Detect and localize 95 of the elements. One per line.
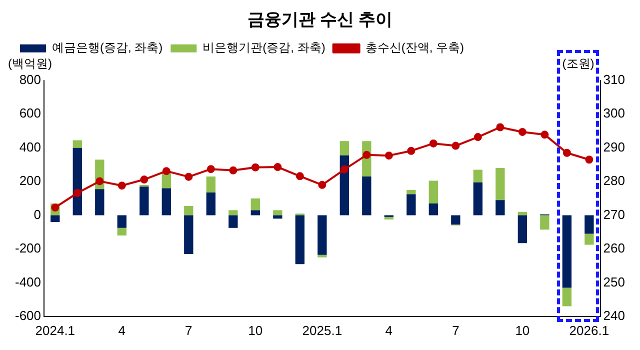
point	[496, 123, 504, 132]
x-tick-label: 2024.1	[35, 322, 76, 338]
legend-label: 총수신(잔액, 우축)	[365, 40, 464, 55]
y2-axis-title: (조원)	[562, 56, 594, 71]
point	[206, 165, 215, 174]
bar	[451, 215, 460, 225]
bar	[340, 141, 350, 156]
y2-tick-label: 240	[603, 308, 626, 323]
point	[474, 133, 482, 142]
x-tick-label: 7	[185, 322, 192, 338]
point	[73, 189, 82, 198]
bar	[50, 215, 60, 222]
point	[162, 167, 170, 176]
bar	[184, 215, 194, 254]
y-tick-label: 0	[34, 206, 42, 222]
point	[96, 177, 104, 186]
y-tick-label: 200	[19, 173, 42, 188]
bar	[184, 206, 194, 216]
y-tick-label: 600	[19, 106, 42, 121]
y-tick-label: -200	[14, 240, 42, 256]
point	[318, 180, 326, 189]
bar	[428, 180, 438, 204]
x-tick-label: 10	[248, 322, 263, 338]
point	[118, 182, 126, 190]
point	[562, 148, 571, 157]
point	[184, 172, 193, 181]
bar	[295, 215, 305, 264]
point	[384, 152, 393, 160]
point	[362, 150, 371, 159]
bar	[428, 203, 438, 216]
bar	[318, 215, 327, 255]
point	[585, 156, 594, 164]
bar	[206, 192, 216, 216]
point	[140, 176, 148, 184]
chart-title: 금융기관 수신 추이	[247, 10, 393, 29]
bar	[384, 216, 394, 220]
y-tick-label: -600	[14, 308, 42, 323]
bar	[250, 198, 260, 210]
bar	[95, 189, 104, 216]
bar	[518, 215, 528, 244]
bar	[518, 212, 528, 216]
y2-tick-label: 270	[603, 206, 626, 222]
bar	[473, 182, 483, 216]
bar	[162, 188, 171, 216]
bar	[140, 186, 149, 216]
point	[340, 165, 348, 174]
x-tick-label: 2026.1	[569, 322, 610, 338]
bar	[584, 215, 594, 234]
x-tick-label: 7	[452, 322, 460, 338]
y2-tick-label: 250	[603, 274, 626, 290]
bar	[584, 234, 594, 245]
legend-label: 비은행기관(증감, 좌축)	[202, 40, 326, 55]
point	[407, 146, 416, 155]
bar	[228, 210, 238, 216]
bar	[250, 210, 260, 216]
y2-tick-label: 300	[603, 106, 626, 121]
y-tick-label: 800	[19, 72, 42, 87]
bar	[473, 170, 483, 182]
bar	[540, 215, 550, 230]
bar	[362, 176, 372, 216]
point	[452, 142, 460, 150]
x-tick-label: 10	[515, 322, 530, 338]
x-tick-label: 4	[385, 322, 393, 338]
point	[540, 130, 549, 139]
legend-label: 예금은행(증감, 좌축)	[52, 40, 163, 55]
x-tick-label: 4	[118, 322, 126, 338]
bar	[273, 215, 282, 219]
y2-tick-label: 290	[603, 139, 626, 154]
bar	[562, 288, 572, 306]
y-tick-label: -400	[14, 274, 42, 290]
bar	[406, 190, 416, 194]
bar	[273, 210, 282, 216]
point	[429, 139, 438, 148]
y2-tick-label: 280	[603, 173, 626, 188]
bar	[72, 148, 82, 216]
point	[251, 163, 260, 172]
bar	[496, 200, 505, 216]
bar	[117, 215, 126, 228]
point	[274, 163, 282, 172]
bar	[562, 215, 572, 288]
y-tick-label: 400	[19, 139, 42, 154]
point	[296, 172, 304, 180]
bar	[72, 140, 82, 148]
x-tick-label: 2025.1	[302, 322, 342, 338]
bar	[206, 176, 216, 192]
bar	[406, 194, 416, 216]
y2-tick-label: 310	[603, 72, 626, 87]
bar	[318, 254, 327, 258]
y-axis-title: (백억원)	[8, 56, 52, 71]
y2-tick-label: 260	[603, 240, 626, 256]
bar	[228, 215, 238, 228]
bar	[117, 228, 126, 236]
point	[518, 128, 526, 136]
point	[229, 166, 238, 174]
bar	[496, 168, 505, 200]
